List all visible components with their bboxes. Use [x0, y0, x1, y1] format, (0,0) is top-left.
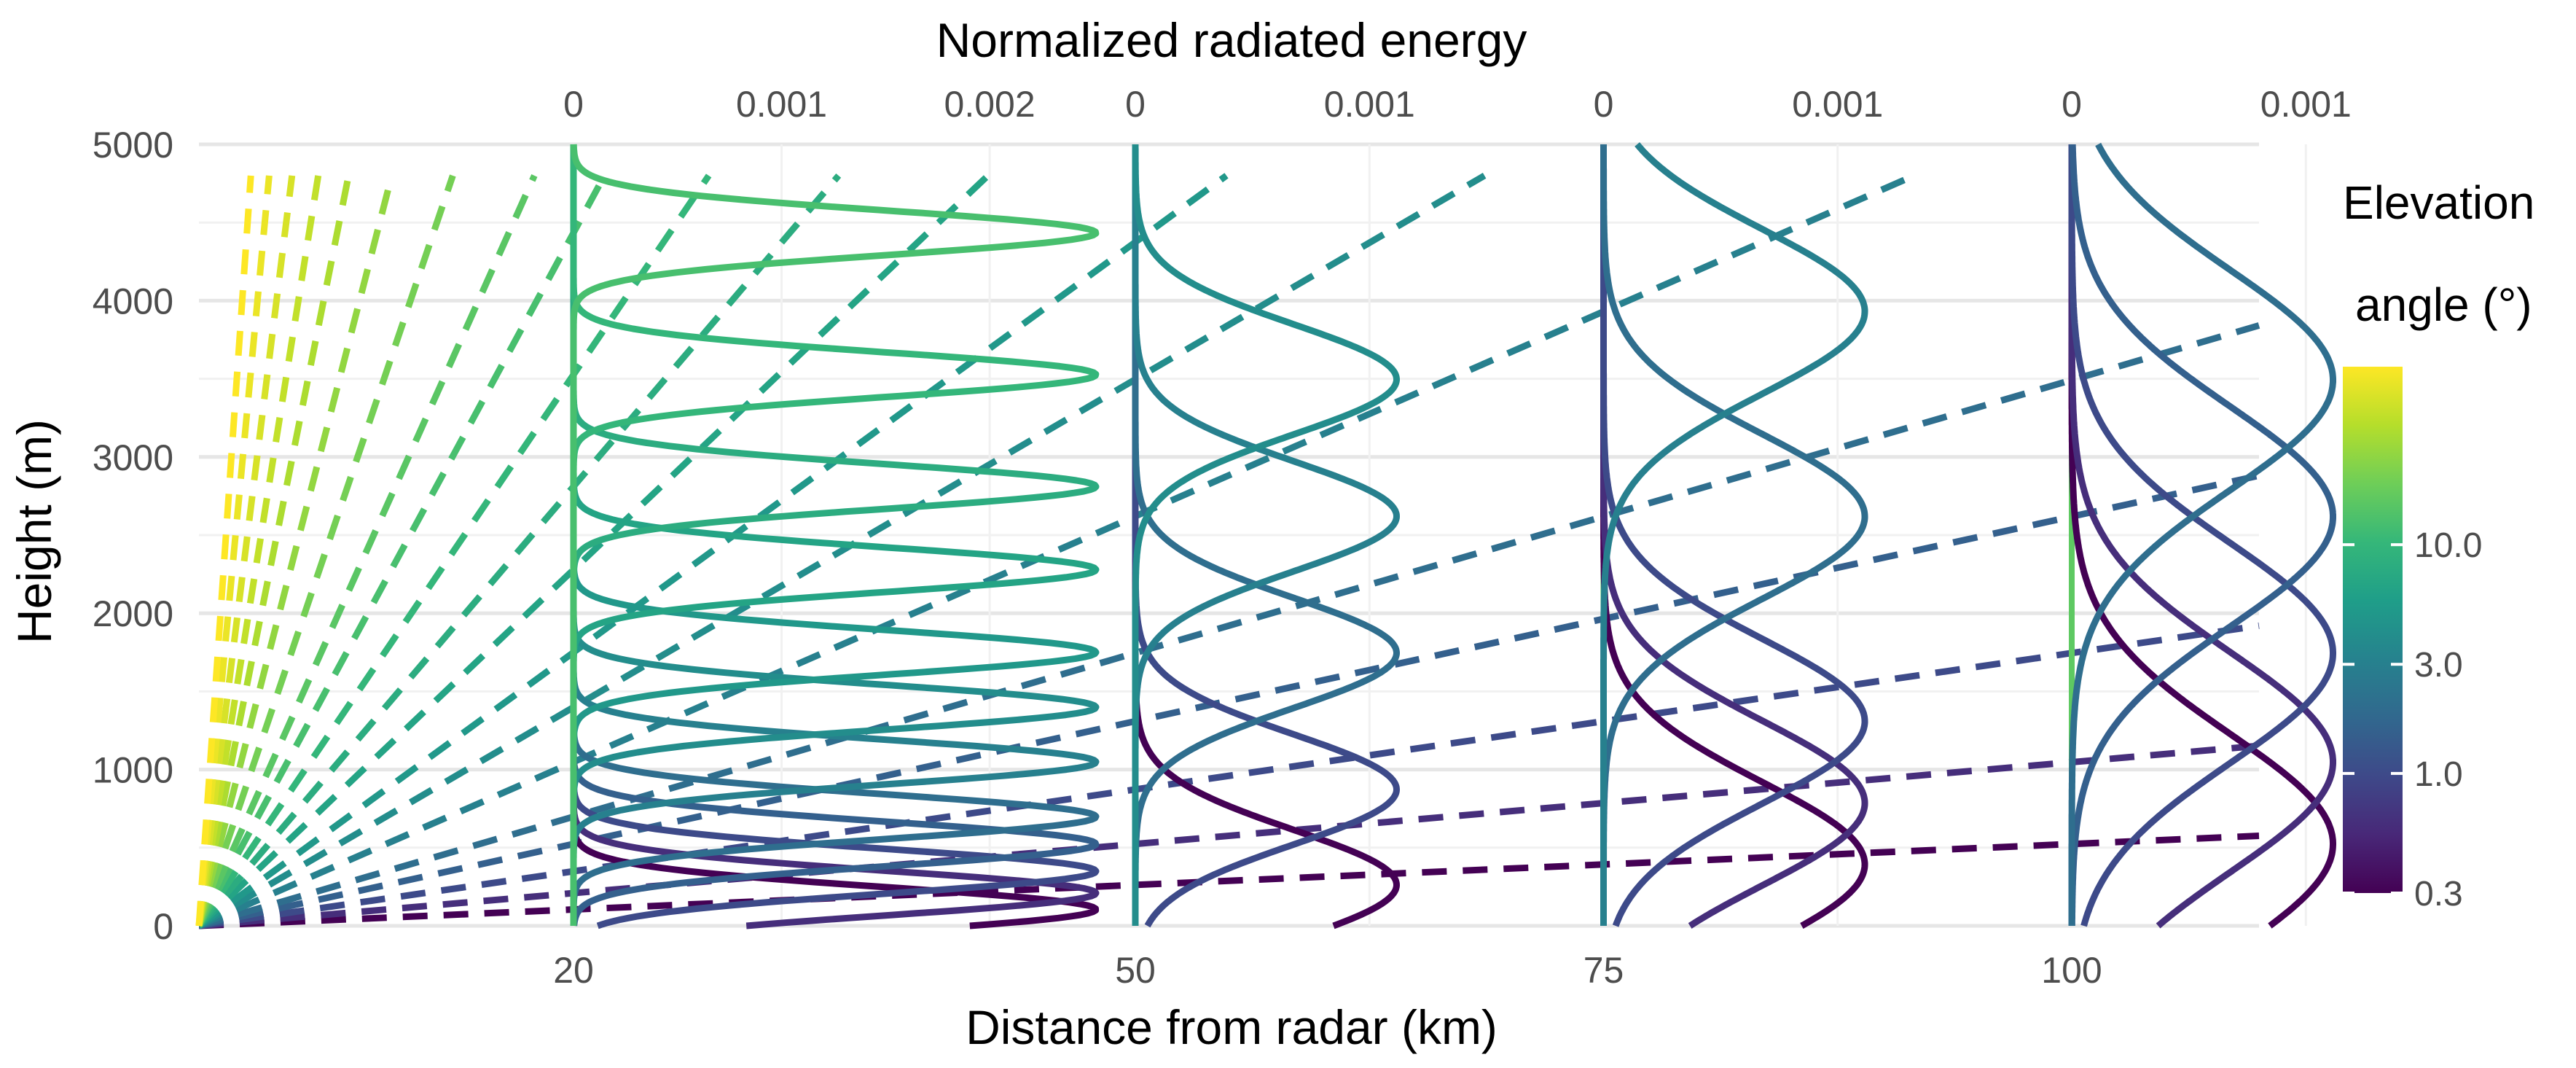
beam-profile-line	[2068, 142, 2336, 928]
energy-tick-label: 0	[563, 84, 584, 125]
x-tick-label: 75	[1583, 950, 1624, 991]
beam-profile-line	[1600, 142, 1868, 928]
legend-tick-label: 0.3	[2414, 875, 2463, 913]
grid-layer	[199, 142, 2307, 928]
elevation-ray	[196, 174, 712, 928]
x-tick-label: 100	[2041, 950, 2102, 991]
elevation-ray	[196, 173, 990, 929]
beam-profile-line	[570, 142, 1100, 928]
energy-tick-label: 0	[2062, 84, 2082, 125]
elevation-ray	[198, 472, 2260, 929]
y-tick-label: 2000	[93, 593, 173, 634]
beam-profile-line	[2068, 142, 2336, 928]
energy-tick-label: 0	[1594, 84, 1614, 125]
x-axis-title: Distance from radar (km)	[966, 1000, 1498, 1054]
beam-profile-line	[1600, 142, 1868, 928]
elevation-ray	[197, 172, 1487, 929]
energy-tick-label: 0.001	[2260, 84, 2352, 125]
y-tick-label: 1000	[93, 750, 173, 791]
y-axis-title: Height (m)	[7, 419, 61, 644]
elevation-ray	[198, 833, 2260, 929]
y-tick-label: 5000	[93, 125, 173, 165]
energy-tick-label: 0.001	[1324, 84, 1415, 125]
legend-tick-label: 10.0	[2414, 526, 2482, 565]
elevation-ray	[195, 175, 322, 927]
elevation-ray	[195, 175, 254, 927]
energy-axis-title: Normalized radiated energy	[936, 13, 1527, 67]
elevation-ray	[198, 622, 2260, 929]
elevation-ray	[195, 174, 395, 927]
elevation-ray	[197, 173, 1229, 929]
x-tick-label: 20	[553, 950, 594, 991]
beam-energy-profiles	[570, 142, 2336, 929]
elevation-rays	[195, 172, 2260, 929]
legend-colorbar	[2343, 367, 2403, 893]
color-legend: Elevation angle (°) 0.3 1.0 3.0 10.0	[2343, 176, 2534, 913]
elevation-ray	[196, 174, 608, 928]
legend-tick-label: 3.0	[2414, 646, 2463, 685]
legend-title-line2: angle (°)	[2355, 278, 2532, 331]
elevation-ray	[197, 172, 1916, 929]
legend-tick-label: 1.0	[2414, 755, 2463, 794]
energy-tick-label: 0	[1125, 84, 1146, 125]
elevation-ray	[195, 175, 296, 927]
elevation-ray	[196, 173, 842, 928]
elevation-ray	[195, 174, 352, 927]
energy-tick-label: 0.001	[736, 84, 827, 125]
elevation-ray	[197, 322, 2260, 929]
energy-tick-label: 0.001	[1792, 84, 1883, 125]
elevation-ray	[198, 742, 2260, 929]
y-tick-label: 0	[153, 906, 173, 947]
beam-profile-line	[2068, 142, 2336, 928]
energy-tick-label: 0.002	[944, 84, 1036, 125]
y-tick-label: 4000	[93, 281, 173, 321]
elevation-ray	[195, 174, 456, 927]
x-tick-label: 50	[1115, 950, 1156, 991]
elevation-ray	[195, 174, 538, 927]
legend-title-line1: Elevation	[2343, 176, 2534, 229]
beam-profile-line	[1132, 142, 1400, 928]
y-tick-label: 3000	[93, 437, 173, 478]
